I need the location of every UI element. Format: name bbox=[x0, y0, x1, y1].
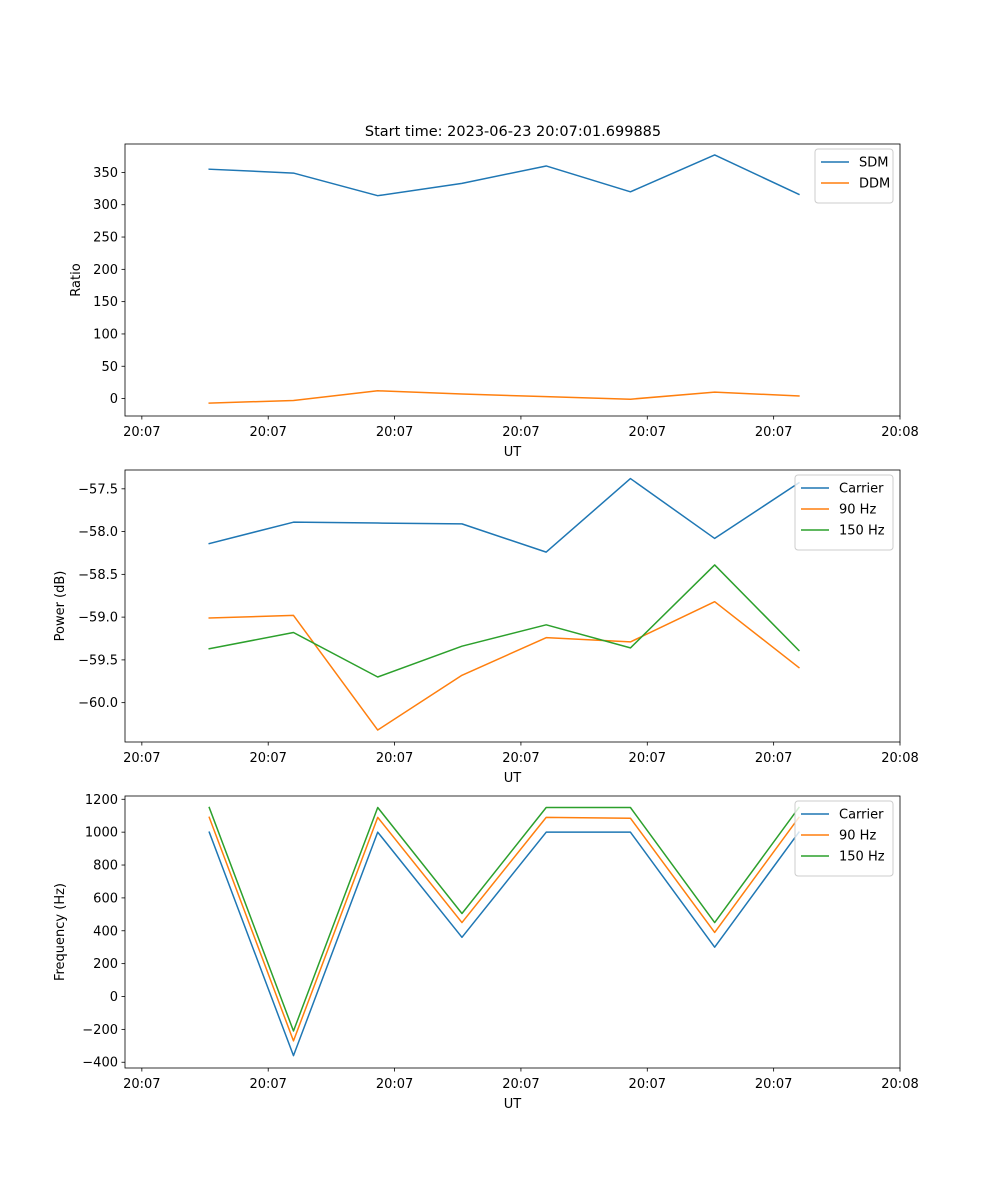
y-tick-label: −58.5 bbox=[78, 568, 118, 583]
y-tick-label: −59.0 bbox=[78, 611, 118, 626]
x-tick-label: 20:07 bbox=[249, 425, 286, 440]
y-tick-label: 250 bbox=[93, 231, 118, 246]
legend-label: 90 Hz bbox=[839, 503, 876, 518]
legend-label: Carrier bbox=[839, 808, 884, 823]
y-axis-label: Ratio bbox=[69, 263, 84, 296]
x-tick-label: 20:07 bbox=[629, 751, 666, 766]
y-tick-label: −60.0 bbox=[78, 696, 118, 711]
x-tick-label: 20:07 bbox=[502, 425, 539, 440]
figure-title: Start time: 2023-06-23 20:07:01.699885 bbox=[365, 124, 661, 140]
x-tick-label: 20:07 bbox=[249, 1077, 286, 1092]
series-line-90-hz bbox=[208, 600, 800, 731]
series-line-carrier bbox=[208, 477, 800, 553]
x-axis-label: UT bbox=[504, 1097, 522, 1112]
x-axis-label: UT bbox=[504, 771, 522, 786]
y-tick-label: 1000 bbox=[85, 826, 118, 841]
y-tick-label: 50 bbox=[101, 360, 118, 375]
x-tick-label: 20:07 bbox=[376, 425, 413, 440]
series-line-150-hz bbox=[208, 564, 800, 678]
x-tick-label: 20:07 bbox=[629, 1077, 666, 1092]
y-tick-label: 100 bbox=[93, 327, 118, 342]
legend: Carrier 90 Hz 150 Hz bbox=[794, 474, 894, 551]
x-tick-label: 20:07 bbox=[502, 751, 539, 766]
x-tick-label: 20:07 bbox=[123, 751, 160, 766]
y-axis-label: Frequency (Hz) bbox=[53, 883, 68, 981]
x-tick-label: 20:07 bbox=[249, 751, 286, 766]
y-tick-label: −400 bbox=[82, 1056, 118, 1071]
series-line-sdm bbox=[208, 154, 800, 197]
x-tick-label: 20:07 bbox=[123, 425, 160, 440]
panels: 20:07 20:07 20:07 20:07 20:07 20:07 20:08 0 50 10… bbox=[53, 143, 919, 1112]
y-tick-label: 0 bbox=[110, 990, 118, 1005]
x-tick-label: 20:07 bbox=[755, 1077, 792, 1092]
y-tick-label: −58.0 bbox=[78, 525, 118, 540]
series-line-90-hz bbox=[208, 816, 800, 1042]
y-tick-label: 400 bbox=[93, 924, 118, 939]
legend-label: DDM bbox=[859, 177, 890, 192]
legend-label: 150 Hz bbox=[839, 524, 885, 539]
y-tick-label: 200 bbox=[93, 957, 118, 972]
chart-panel-3: 20:07 20:07 20:07 20:07 20:07 20:07 20:08 −400 −… bbox=[53, 793, 919, 1112]
y-tick-label: 350 bbox=[93, 166, 118, 181]
x-tick-label: 20:08 bbox=[881, 1077, 918, 1092]
y-tick-label: 200 bbox=[93, 263, 118, 278]
x-tick-label: 20:07 bbox=[755, 751, 792, 766]
y-tick-label: −57.5 bbox=[78, 482, 118, 497]
x-tick-label: 20:07 bbox=[376, 751, 413, 766]
x-tick-label: 20:07 bbox=[502, 1077, 539, 1092]
axes-frame bbox=[124, 469, 901, 743]
y-tick-label: 600 bbox=[93, 891, 118, 906]
x-axis-label: UT bbox=[504, 445, 522, 460]
y-tick-label: 1200 bbox=[85, 793, 118, 808]
legend: Carrier 90 Hz 150 Hz bbox=[794, 800, 894, 877]
chart-panel-1: 20:07 20:07 20:07 20:07 20:07 20:07 20:08 0 50 10… bbox=[69, 143, 919, 460]
legend-label: 150 Hz bbox=[839, 850, 885, 865]
y-tick-label: 300 bbox=[93, 198, 118, 213]
chart-panel-2: 20:07 20:07 20:07 20:07 20:07 20:07 20:08 −60.0… bbox=[53, 469, 919, 786]
series-line-150-hz bbox=[208, 806, 800, 1032]
x-tick-label: 20:07 bbox=[755, 425, 792, 440]
x-tick-label: 20:07 bbox=[123, 1077, 160, 1092]
x-tick-label: 20:07 bbox=[629, 425, 666, 440]
y-tick-label: −200 bbox=[82, 1023, 118, 1038]
y-tick-label: 0 bbox=[110, 392, 118, 407]
axes-frame bbox=[124, 795, 901, 1069]
legend-box bbox=[794, 800, 894, 877]
legend-label: 90 Hz bbox=[839, 829, 876, 844]
series-line-carrier bbox=[208, 831, 800, 1057]
x-tick-label: 20:07 bbox=[376, 1077, 413, 1092]
y-tick-label: 150 bbox=[93, 295, 118, 310]
y-tick-label: 800 bbox=[93, 859, 118, 874]
axes-frame bbox=[124, 143, 901, 417]
x-tick-label: 20:08 bbox=[881, 425, 918, 440]
series-line-ddm bbox=[208, 390, 800, 404]
legend-label: Carrier bbox=[839, 482, 884, 497]
legend-box bbox=[794, 474, 894, 551]
y-axis-label: Power (dB) bbox=[53, 571, 68, 642]
legend-label: SDM bbox=[859, 156, 888, 171]
legend: SDM DDM bbox=[814, 148, 894, 204]
y-tick-label: −59.5 bbox=[78, 653, 118, 668]
x-tick-label: 20:08 bbox=[881, 751, 918, 766]
